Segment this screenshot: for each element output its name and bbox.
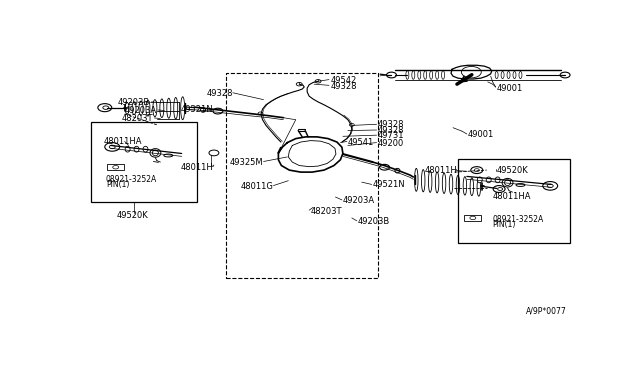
Text: 48011H: 48011H: [424, 166, 457, 174]
Text: A/9P*0077: A/9P*0077: [527, 307, 567, 315]
Text: PIN(1): PIN(1): [493, 220, 516, 229]
Circle shape: [349, 124, 355, 126]
Text: 49203A: 49203A: [125, 106, 157, 115]
Ellipse shape: [200, 108, 205, 112]
Circle shape: [296, 83, 302, 86]
Circle shape: [560, 72, 570, 78]
Text: PIN(1): PIN(1): [106, 180, 129, 189]
Text: 49001: 49001: [468, 130, 494, 140]
Text: 49200: 49200: [378, 139, 404, 148]
Text: 49542: 49542: [330, 76, 356, 85]
Text: 49203A: 49203A: [343, 196, 375, 205]
Ellipse shape: [502, 179, 513, 187]
Circle shape: [470, 216, 476, 219]
Text: 49328: 49328: [378, 126, 404, 135]
Circle shape: [213, 108, 223, 114]
Circle shape: [461, 67, 481, 78]
Text: 49520K: 49520K: [116, 211, 148, 219]
Circle shape: [498, 187, 502, 190]
Text: 48203T: 48203T: [122, 114, 154, 123]
Text: 08921-3252A: 08921-3252A: [493, 215, 544, 224]
Circle shape: [109, 145, 115, 149]
Circle shape: [105, 142, 120, 151]
Ellipse shape: [495, 177, 500, 183]
Ellipse shape: [486, 177, 491, 183]
Text: 49203B: 49203B: [358, 217, 390, 226]
Text: 48011G: 48011G: [241, 182, 273, 191]
Ellipse shape: [164, 154, 173, 157]
Text: 48203T: 48203T: [310, 207, 342, 216]
Text: 48011H: 48011H: [180, 163, 213, 172]
Text: 49325M: 49325M: [230, 158, 264, 167]
Ellipse shape: [134, 146, 139, 152]
Text: 49731: 49731: [378, 131, 404, 140]
Text: 49328: 49328: [330, 82, 357, 91]
Text: 49328: 49328: [378, 121, 404, 129]
Text: 08921-3252A: 08921-3252A: [106, 175, 157, 184]
Circle shape: [387, 72, 396, 78]
Text: 48011HA: 48011HA: [104, 137, 142, 146]
Text: 49541: 49541: [348, 138, 374, 147]
Circle shape: [209, 150, 219, 156]
Text: 49521N: 49521N: [180, 105, 213, 113]
Circle shape: [258, 112, 263, 115]
Ellipse shape: [143, 146, 148, 152]
Circle shape: [547, 184, 553, 187]
Circle shape: [113, 166, 118, 169]
Circle shape: [98, 104, 112, 112]
Circle shape: [315, 80, 321, 83]
Ellipse shape: [504, 180, 511, 186]
Ellipse shape: [125, 146, 130, 152]
Circle shape: [103, 106, 109, 109]
Text: 49001: 49001: [497, 84, 523, 93]
Ellipse shape: [395, 169, 400, 173]
Text: 48011HA: 48011HA: [493, 192, 531, 201]
Circle shape: [474, 169, 479, 171]
Circle shape: [380, 164, 390, 170]
Ellipse shape: [150, 149, 161, 157]
Ellipse shape: [516, 183, 525, 186]
Text: 49328: 49328: [206, 89, 233, 98]
Circle shape: [471, 167, 483, 173]
Ellipse shape: [477, 177, 483, 183]
Text: 49520K: 49520K: [497, 166, 529, 174]
Circle shape: [493, 186, 505, 192]
Circle shape: [543, 182, 557, 190]
Text: 49521N: 49521N: [372, 180, 405, 189]
Ellipse shape: [152, 150, 158, 156]
Text: 49203B: 49203B: [117, 98, 150, 107]
